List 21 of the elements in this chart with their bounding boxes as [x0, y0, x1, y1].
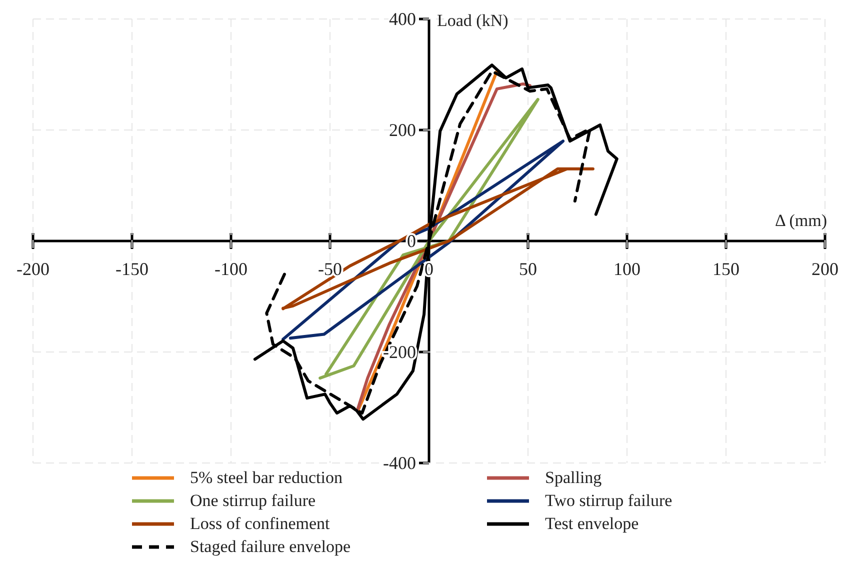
- legend-label: One stirrup failure: [190, 491, 316, 511]
- x-tick-label: -100: [214, 259, 248, 279]
- x-tick-label: -200: [16, 259, 50, 279]
- x-tick-label: -50: [318, 259, 342, 279]
- x-tick-label: -150: [116, 259, 148, 279]
- y-tick-label: -400: [383, 453, 416, 473]
- legend-label: 5% steel bar reduction: [190, 468, 342, 488]
- y-axis-title: Load (kN): [437, 11, 508, 31]
- x-tick-label: 100: [614, 259, 640, 279]
- y-tick-label: 200: [389, 120, 416, 140]
- line-series: [282, 167, 594, 310]
- x-tick-label: 200: [812, 259, 838, 279]
- legend-label: Loss of confinement: [190, 514, 330, 534]
- legend-label: Spalling: [545, 468, 602, 488]
- y-tick-label: 400: [389, 9, 416, 29]
- legend-label: Staged failure envelope: [190, 537, 350, 557]
- x-tick-label: 150: [712, 259, 740, 279]
- legend-label: Test envelope: [545, 514, 639, 534]
- x-tick-label: 50: [519, 259, 537, 279]
- x-axis-title: Δ (mm): [774, 211, 827, 231]
- legend-label: Two stirrup failure: [545, 491, 672, 511]
